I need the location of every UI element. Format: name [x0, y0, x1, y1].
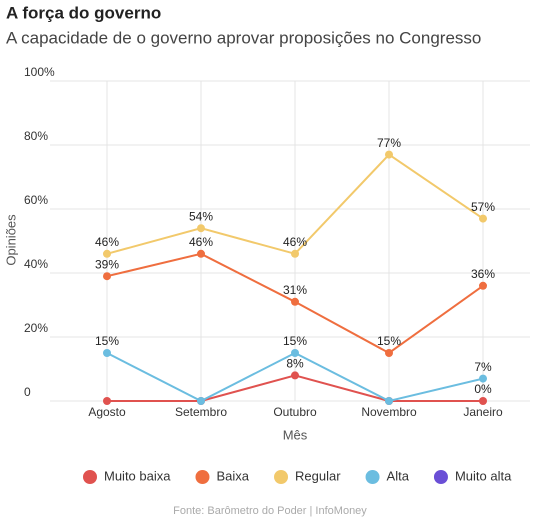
- point: [197, 397, 205, 405]
- x-tick-label: Janeiro: [463, 405, 503, 419]
- legend-item: Baixa: [195, 468, 250, 484]
- point: [385, 349, 393, 357]
- data-label: 15%: [95, 334, 119, 348]
- x-axis-title: Mês: [283, 427, 308, 442]
- data-label: 46%: [189, 235, 213, 249]
- y-tick-label: 80%: [24, 129, 48, 143]
- point: [479, 374, 487, 383]
- data-label: 7%: [474, 360, 492, 374]
- point: [291, 349, 299, 357]
- data-label: 77%: [377, 136, 401, 150]
- data-label: 15%: [377, 334, 401, 348]
- x-tick-label: Agosto: [88, 405, 126, 419]
- legend-item: Alta: [365, 468, 410, 484]
- legend-item: Muito alta: [433, 468, 512, 484]
- legend-item: Regular: [274, 468, 341, 484]
- point: [385, 397, 393, 405]
- chart-title: A força do governo: [6, 3, 161, 22]
- data-label: 8%: [286, 357, 304, 371]
- data-label: 31%: [283, 283, 307, 297]
- x-tick-label: Novembro: [361, 405, 417, 419]
- legend-label: Baixa: [216, 468, 249, 483]
- data-label: 46%: [283, 235, 307, 249]
- y-axis-title: Opiniões: [3, 214, 18, 266]
- legend-swatch: [433, 470, 448, 484]
- data-label: 54%: [189, 209, 213, 223]
- data-label: 39%: [95, 257, 119, 271]
- y-tick-label: 60%: [24, 193, 48, 207]
- legend-swatch: [365, 470, 380, 484]
- legend-item: Muito baixa: [83, 468, 171, 484]
- point: [291, 297, 299, 306]
- point: [479, 214, 487, 223]
- point: [197, 224, 205, 233]
- data-label: 57%: [471, 200, 495, 214]
- point: [291, 371, 299, 380]
- point: [103, 249, 111, 258]
- point: [103, 349, 111, 357]
- legend-label: Muito alta: [455, 468, 512, 483]
- data-label: 46%: [95, 235, 119, 249]
- point: [291, 249, 299, 258]
- y-tick-label: 20%: [24, 321, 48, 335]
- chart-subtitle: A capacidade de o governo aprovar propos…: [6, 28, 481, 47]
- legend-label: Muito baixa: [104, 468, 171, 483]
- legend-swatch: [195, 470, 210, 484]
- data-label: 0%: [474, 382, 492, 396]
- point: [479, 281, 487, 290]
- data-label: 15%: [283, 334, 307, 348]
- y-tick-label: 0: [24, 385, 31, 399]
- y-tick-label: 100%: [24, 65, 55, 79]
- legend-swatch: [274, 470, 289, 484]
- point: [103, 397, 111, 405]
- point: [103, 272, 111, 281]
- point: [197, 249, 205, 258]
- point: [385, 150, 393, 159]
- x-tick-label: Outubro: [273, 405, 317, 419]
- data-label: 36%: [471, 267, 495, 281]
- point: [479, 397, 487, 405]
- legend-label: Alta: [387, 468, 410, 483]
- source: Fonte: Barômetro do Poder | InfoMoney: [173, 505, 367, 517]
- legend-label: Regular: [295, 468, 341, 483]
- x-tick-label: Setembro: [175, 405, 227, 419]
- legend-swatch: [83, 470, 97, 484]
- y-tick-label: 40%: [24, 257, 48, 271]
